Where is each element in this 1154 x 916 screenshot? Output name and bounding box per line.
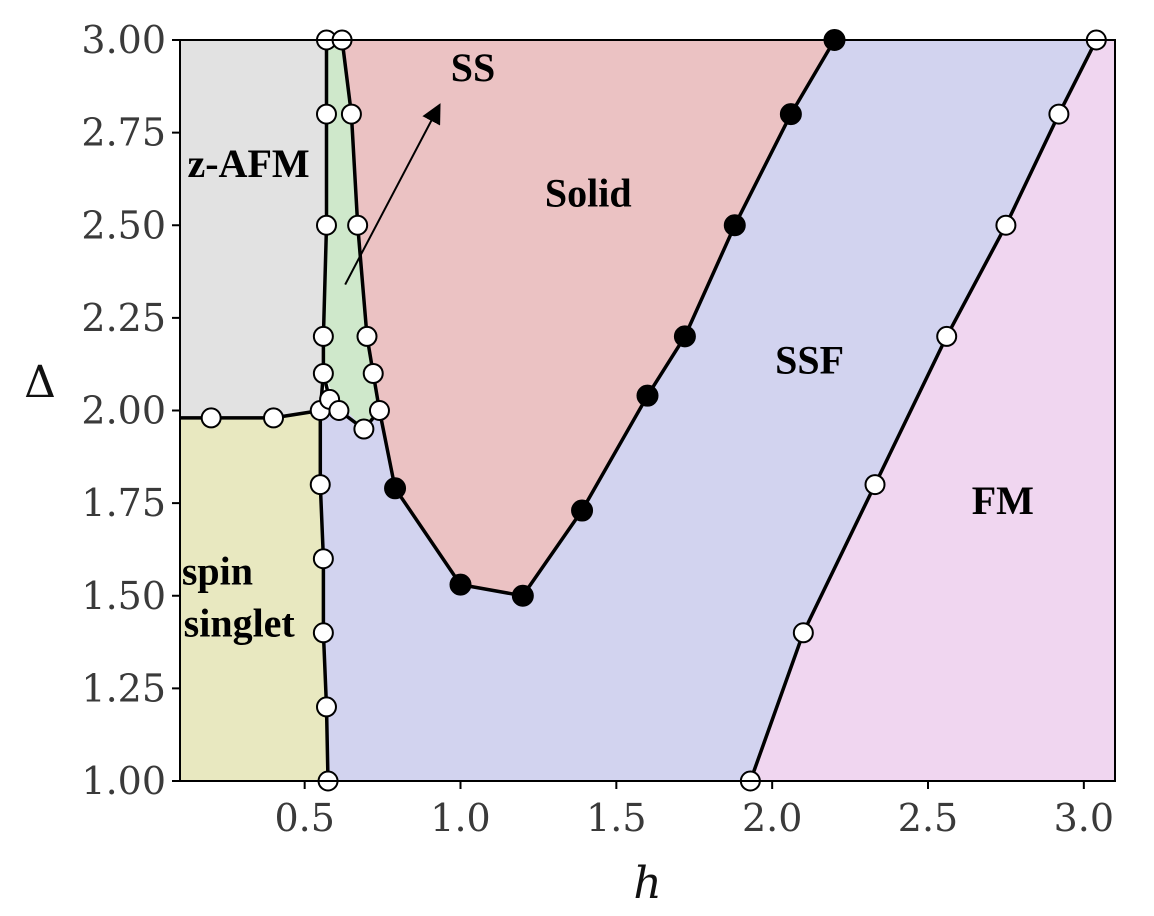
open-marker [315,103,337,125]
open-marker [792,622,814,644]
y-tick-label: 2.75 [81,111,166,155]
y-axis-label: Δ [24,357,56,408]
open-marker [312,362,334,384]
y-tick-label: 1.50 [81,574,166,618]
filled-marker [636,384,659,407]
y-tick-label: 1.00 [81,759,166,803]
filled-marker [449,573,472,596]
open-marker [368,400,390,421]
x-tick-label: 1.5 [586,796,646,840]
x-axis-ticks: 0.5 1.0 1.5 2.0 2.5 3.0 [274,781,1114,840]
filled-marker [673,325,696,348]
x-axis-label: h [633,858,661,909]
x-tick-label: 0.5 [274,796,334,840]
y-tick-label: 3.00 [81,18,166,62]
y-tick-label: 1.75 [81,481,166,525]
open-marker [995,214,1017,236]
region-label: z-AFM [187,141,309,186]
boundary-singlet-ssf [318,410,330,782]
y-tick-label: 1.25 [81,666,166,710]
region-label: SSF [775,337,844,382]
annotations: z-AFM SS Solid SSF FM spin singlet [182,45,1034,646]
open-marker [328,400,350,421]
y-tick-label: 2.00 [81,389,166,433]
filled-marker [511,584,534,607]
x-tick-label: 2.5 [898,796,958,840]
region-label: SS [451,45,496,90]
y-tick-label: 2.50 [81,203,166,247]
y-axis-ticks: 1.00 1.25 1.50 1.75 2.00 2.25 2.50 2.75 3.00 [81,18,180,803]
arrow-annotation [344,103,441,285]
region-label: singlet [184,601,296,646]
x-tick-label: 1.0 [430,796,490,840]
region-solid [342,40,835,596]
open-marker [347,214,369,236]
y-tick-label: 2.25 [81,296,166,340]
open-marker [200,407,222,429]
open-marker [309,474,331,496]
open-marker [356,325,378,347]
region-z-afm [180,40,327,418]
open-marker [1048,103,1070,125]
boundary-solid-ssf-lower [377,39,837,598]
region-label: FM [972,478,1034,523]
x-tick-label: 3.0 [1054,796,1114,840]
open-marker [340,103,362,125]
filled-marker [571,499,594,522]
open-marker [353,418,375,440]
open-marker [312,325,334,347]
open-marker [936,325,958,347]
open-marker [312,548,334,570]
region-spin-singlet [180,410,328,781]
filled-marker [723,214,746,237]
open-marker [362,362,384,384]
boundary-zafm-singlet [180,408,321,420]
open-marker [315,214,337,236]
filled-marker [384,477,407,500]
open-marker [263,407,284,429]
region-label: Solid [545,171,632,216]
open-marker [864,474,886,496]
filled-marker [779,103,802,126]
data-markers [200,29,1107,792]
region-label: spin [182,549,253,594]
open-marker [315,696,337,718]
open-marker [312,622,334,644]
x-tick-label: 2.0 [742,796,802,840]
region-fm [750,40,1115,781]
